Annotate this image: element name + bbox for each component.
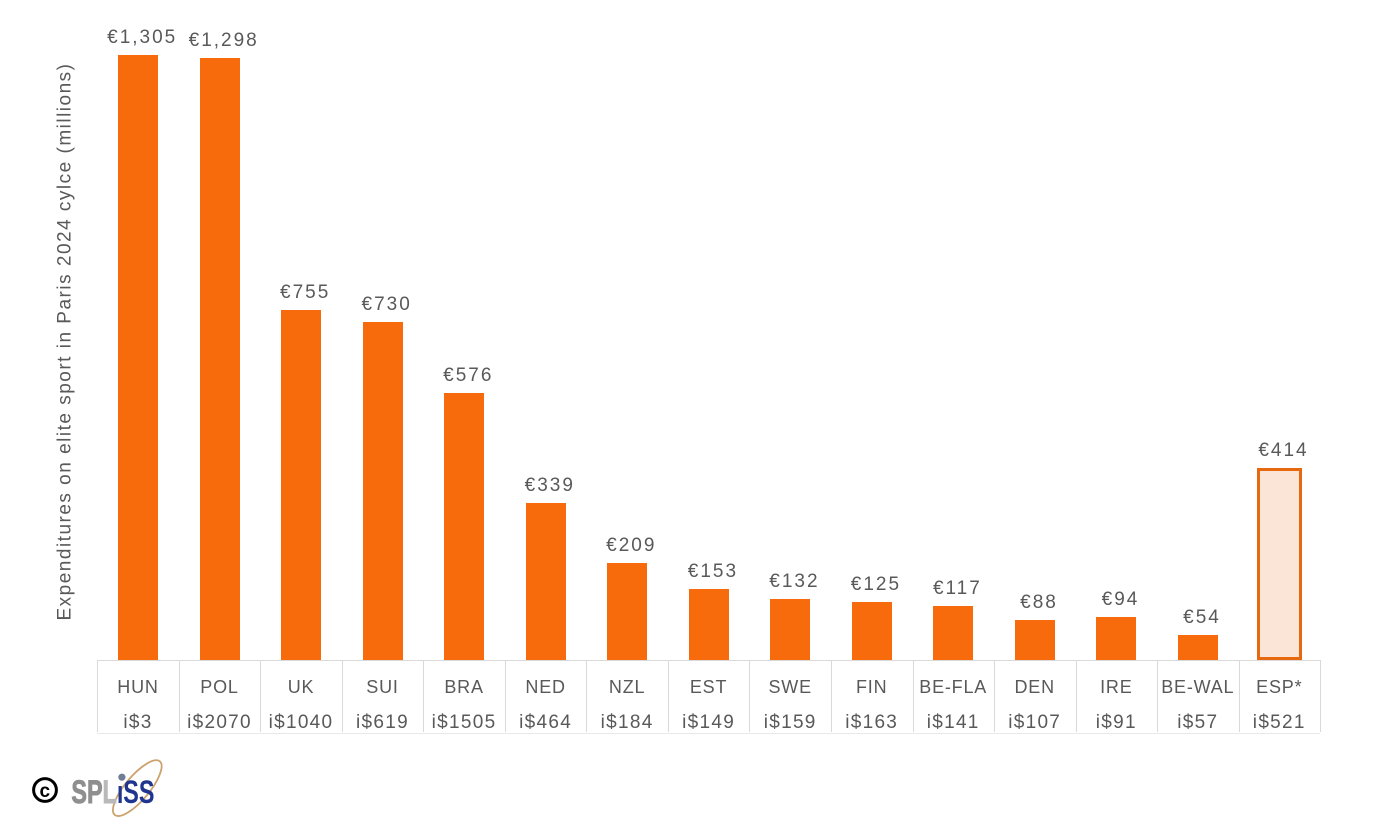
svg-text:SPLıSS: SPLıSS	[71, 774, 154, 809]
svg-text:c: c	[40, 781, 51, 802]
